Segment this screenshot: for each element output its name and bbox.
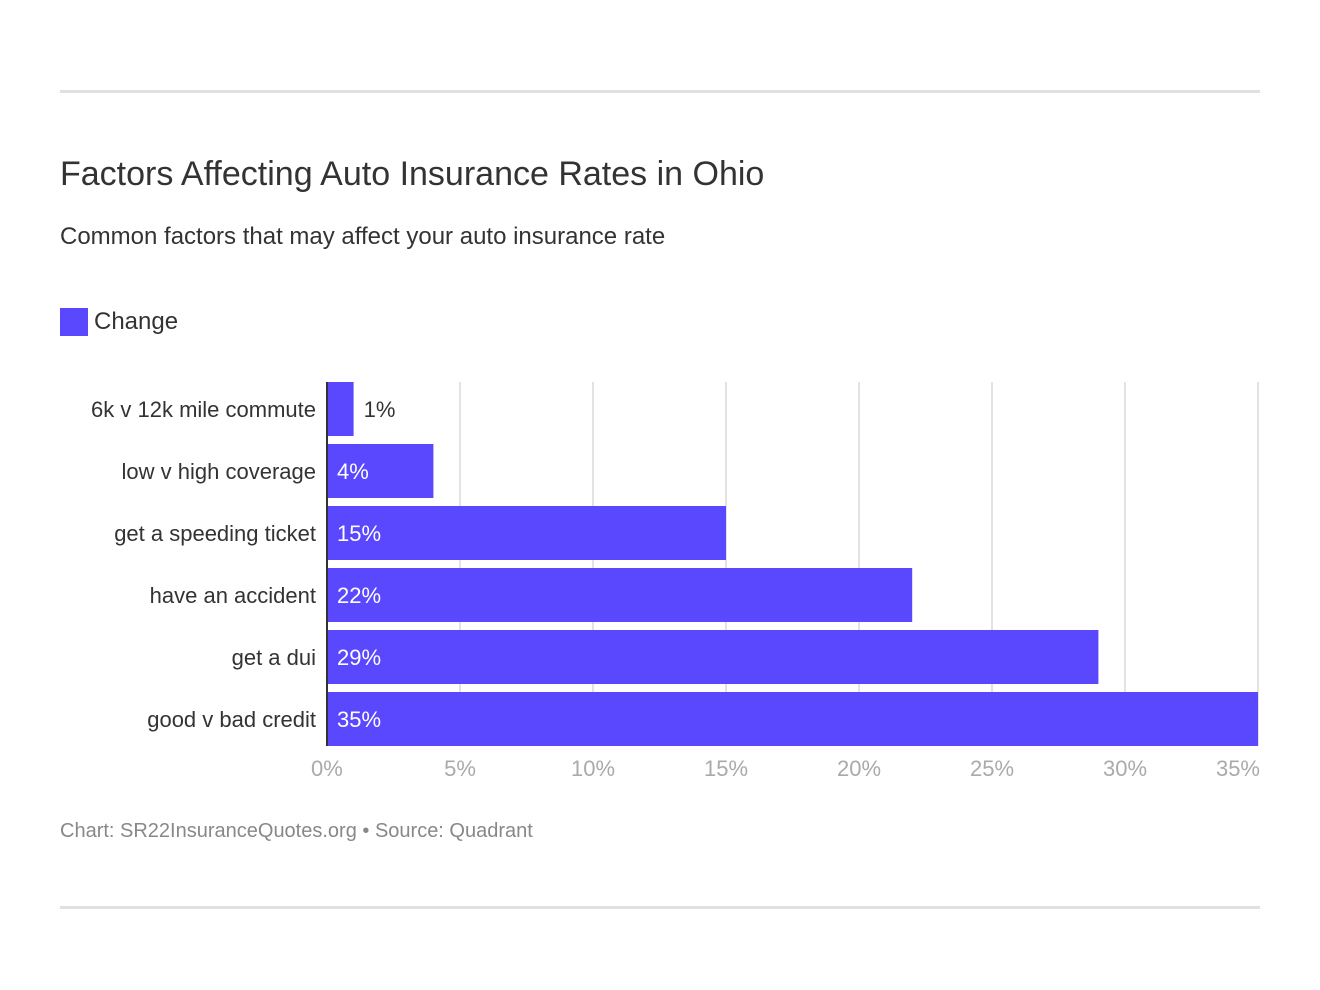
category-label: low v high coverage	[122, 459, 316, 484]
top-rule	[60, 90, 1260, 93]
bar	[327, 568, 913, 622]
category-label: good v bad credit	[147, 707, 316, 732]
bar	[327, 382, 354, 436]
x-tick-label: 30%	[1103, 756, 1147, 781]
category-label: get a dui	[232, 645, 316, 670]
data-label: 1%	[364, 397, 396, 422]
x-tick-label: 20%	[837, 756, 881, 781]
chart-footer: Chart: SR22InsuranceQuotes.org • Source:…	[60, 820, 533, 842]
data-label: 35%	[337, 707, 381, 732]
x-tick-label: 10%	[571, 756, 615, 781]
legend-label: Change	[94, 308, 179, 335]
data-label: 4%	[337, 459, 369, 484]
data-label: 29%	[337, 645, 381, 670]
bar	[327, 444, 434, 498]
legend-swatch	[60, 308, 88, 336]
data-label: 15%	[337, 521, 381, 546]
x-tick-label: 35%	[1216, 756, 1260, 781]
bottom-rule	[60, 906, 1260, 909]
x-tick-label: 25%	[970, 756, 1014, 781]
category-label: get a speeding ticket	[114, 521, 316, 546]
legend: Change	[60, 308, 178, 336]
category-label: have an accident	[150, 583, 316, 608]
x-tick-label: 0%	[311, 756, 343, 781]
chart-subtitle: Common factors that may affect your auto…	[60, 223, 666, 250]
bar	[327, 630, 1099, 684]
category-label: 6k v 12k mile commute	[91, 397, 316, 422]
bar	[327, 506, 726, 560]
x-tick-label: 15%	[704, 756, 748, 781]
data-label: 22%	[337, 583, 381, 608]
x-tick-label: 5%	[444, 756, 476, 781]
chart-title: Factors Affecting Auto Insurance Rates i…	[60, 155, 765, 193]
bar	[327, 692, 1258, 746]
